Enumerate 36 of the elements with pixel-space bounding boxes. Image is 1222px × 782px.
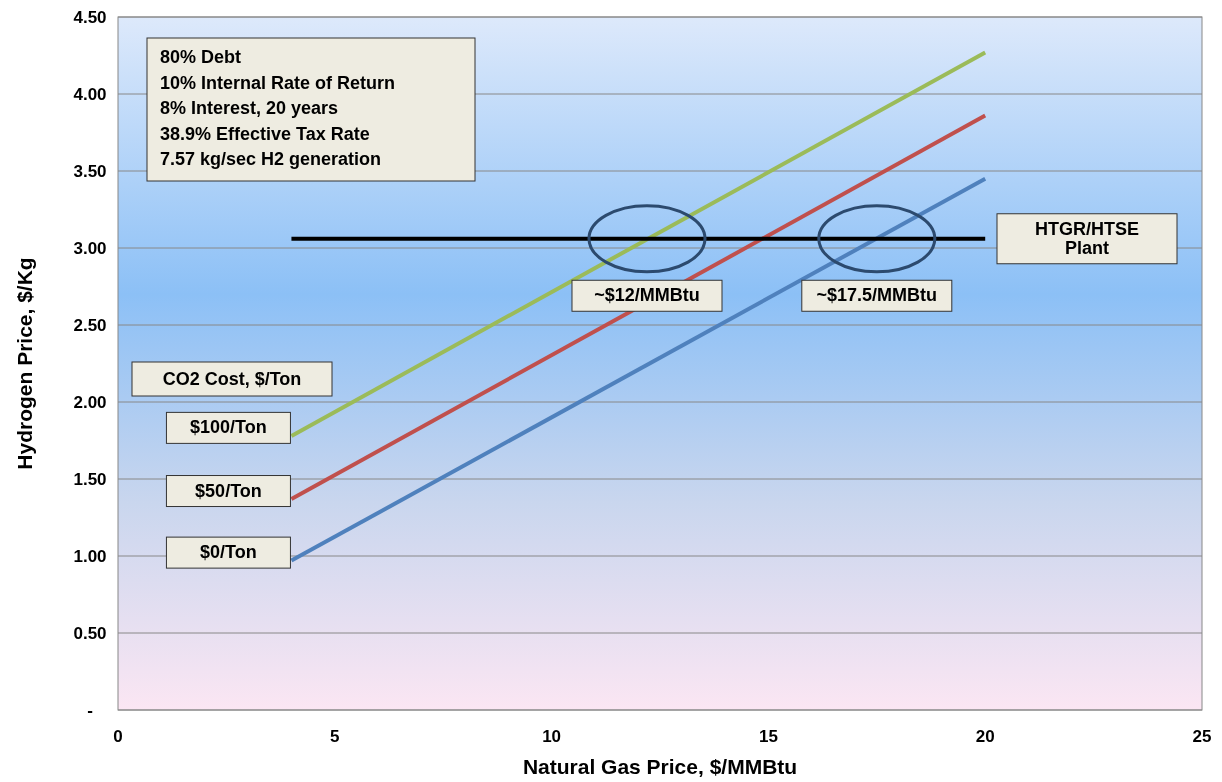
x-tick-label: 5 <box>330 727 340 746</box>
y-tick-label: 0.50 <box>73 624 107 643</box>
y-tick-label: 3.50 <box>73 162 107 181</box>
y-axis-title: Hydrogen Price, $/Kg <box>13 257 36 470</box>
label-box: ~$17.5/MMBtu <box>801 279 953 312</box>
series-label: $50/Ton <box>195 480 262 501</box>
x-tick-label: 25 <box>1192 727 1212 746</box>
series-label: $0/Ton <box>200 542 257 563</box>
x-tick-label: 10 <box>542 727 562 746</box>
annotation: 10% Internal Rate of Return <box>160 72 396 93</box>
legend-title: CO2 Cost, $/Ton <box>162 369 302 389</box>
y-tick-label: - <box>87 701 93 720</box>
annotation: ~$17.5/MMBtu <box>816 285 938 306</box>
label-box: HTGR/HTSE Plant <box>996 213 1178 265</box>
y-tick-label: 4.50 <box>73 8 107 27</box>
label-box: $50/Ton <box>165 475 291 507</box>
y-tick-label: 1.50 <box>73 470 107 489</box>
x-tick-label: 15 <box>758 727 778 746</box>
y-tick-label: 2.50 <box>73 316 107 335</box>
label-box: ~$12/MMBtu <box>571 279 723 312</box>
label-box: $0/Ton <box>165 536 291 569</box>
label-box: $100/Ton <box>165 411 291 444</box>
y-tick-label: 2.00 <box>73 393 107 412</box>
y-tick-label: 3.00 <box>73 239 107 258</box>
x-axis-title: Natural Gas Price, $/MMBtu <box>522 755 798 778</box>
annotation: 7.57 kg/sec H2 generation <box>160 149 382 169</box>
legend-title-box: CO2 Cost, $/Ton <box>131 361 333 397</box>
x-tick-label: 0 <box>113 727 123 746</box>
y-tick-label: 4.00 <box>73 85 107 104</box>
x-tick-label: 20 <box>975 727 995 746</box>
series-label: $100/Ton <box>190 417 267 438</box>
annotation: 8% Interest, 20 years <box>160 98 339 118</box>
annotation: 80% Debt <box>160 47 242 67</box>
y-tick-label: 1.00 <box>73 547 107 566</box>
annotation: ~$12/MMBtu <box>594 285 700 306</box>
annotation: 38.9% Effective Tax Rate <box>160 123 370 144</box>
